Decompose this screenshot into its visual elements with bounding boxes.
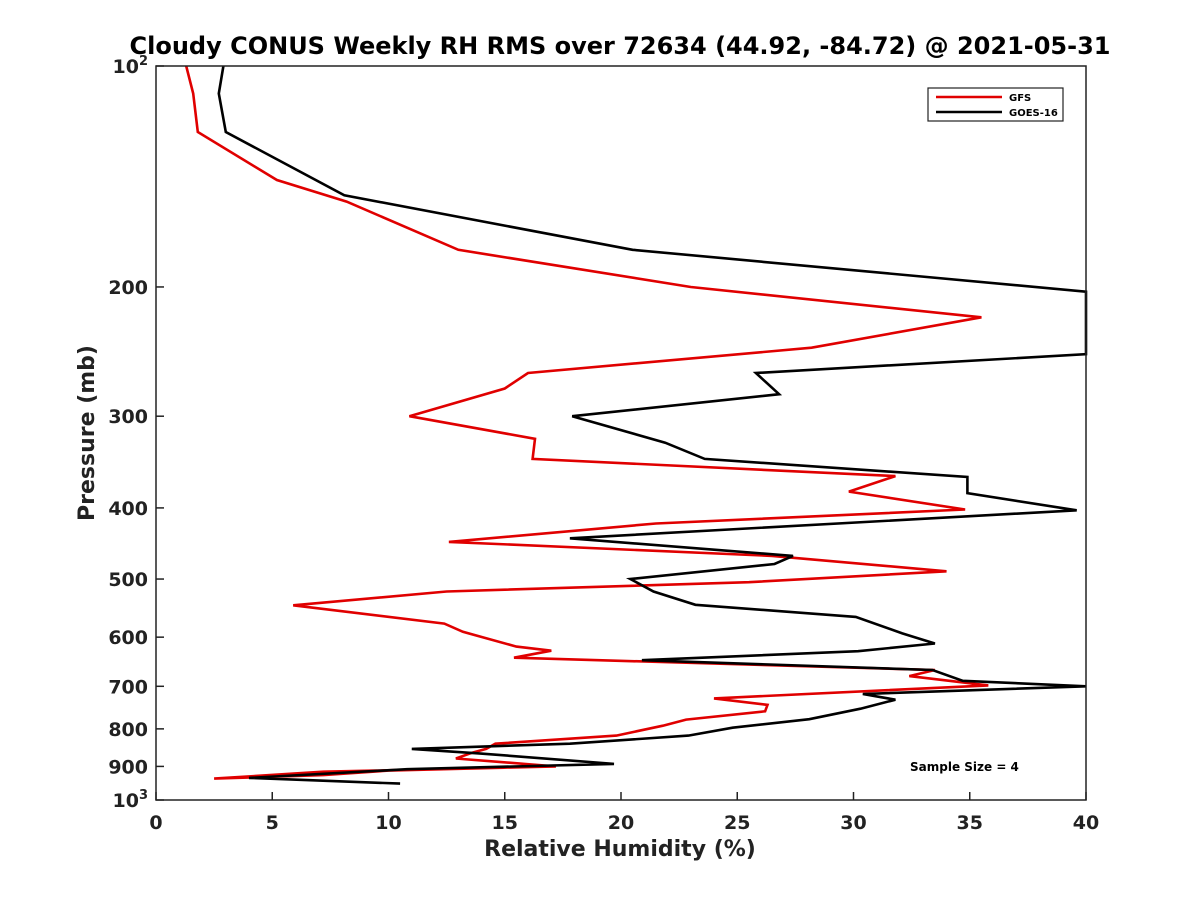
y-tick-label: 200	[108, 277, 148, 299]
y-tick-label: 103	[113, 788, 149, 812]
x-axis: 0 5 10 15 20 25 30 35 40	[149, 792, 1099, 834]
x-tick-label: 20	[608, 812, 634, 834]
y-axis-label: Pressure (mb)	[75, 345, 100, 521]
y-tick-label: 900	[108, 756, 148, 778]
y-tick-label: 600	[108, 627, 148, 649]
chart-title: Cloudy CONUS Weekly RH RMS over 72634 (4…	[130, 32, 1111, 60]
sample-size-annotation: Sample Size = 4	[910, 760, 1019, 774]
legend: GFS GOES-16	[927, 87, 1064, 122]
y-tick-label: 800	[108, 719, 148, 741]
legend-box	[927, 87, 1064, 122]
x-tick-label: 10	[375, 812, 401, 834]
y-tick-label: 300	[108, 406, 148, 428]
x-tick-label: 0	[149, 812, 162, 834]
x-tick-label: 25	[724, 812, 750, 834]
plot-area	[184, 65, 1088, 785]
x-tick-label: 5	[266, 812, 279, 834]
legend-label-gfs: GFS	[1009, 93, 1031, 104]
y-tick-label: 700	[108, 676, 148, 698]
series-line-gfs	[184, 65, 989, 780]
series-line-goes16	[217, 65, 1088, 785]
x-tick-label: 40	[1073, 812, 1099, 834]
x-tick-label: 35	[957, 812, 983, 834]
y-tick-label: 102	[113, 54, 149, 78]
y-axis: 102 200 300 400 500 600 700 800 900 103	[108, 54, 164, 812]
x-axis-label: Relative Humidity (%)	[484, 837, 756, 862]
y-tick-label: 500	[108, 569, 148, 591]
legend-label-goes16: GOES-16	[1009, 108, 1058, 119]
x-tick-label: 30	[840, 812, 866, 834]
x-tick-label: 15	[492, 812, 518, 834]
y-tick-label: 400	[108, 498, 148, 520]
